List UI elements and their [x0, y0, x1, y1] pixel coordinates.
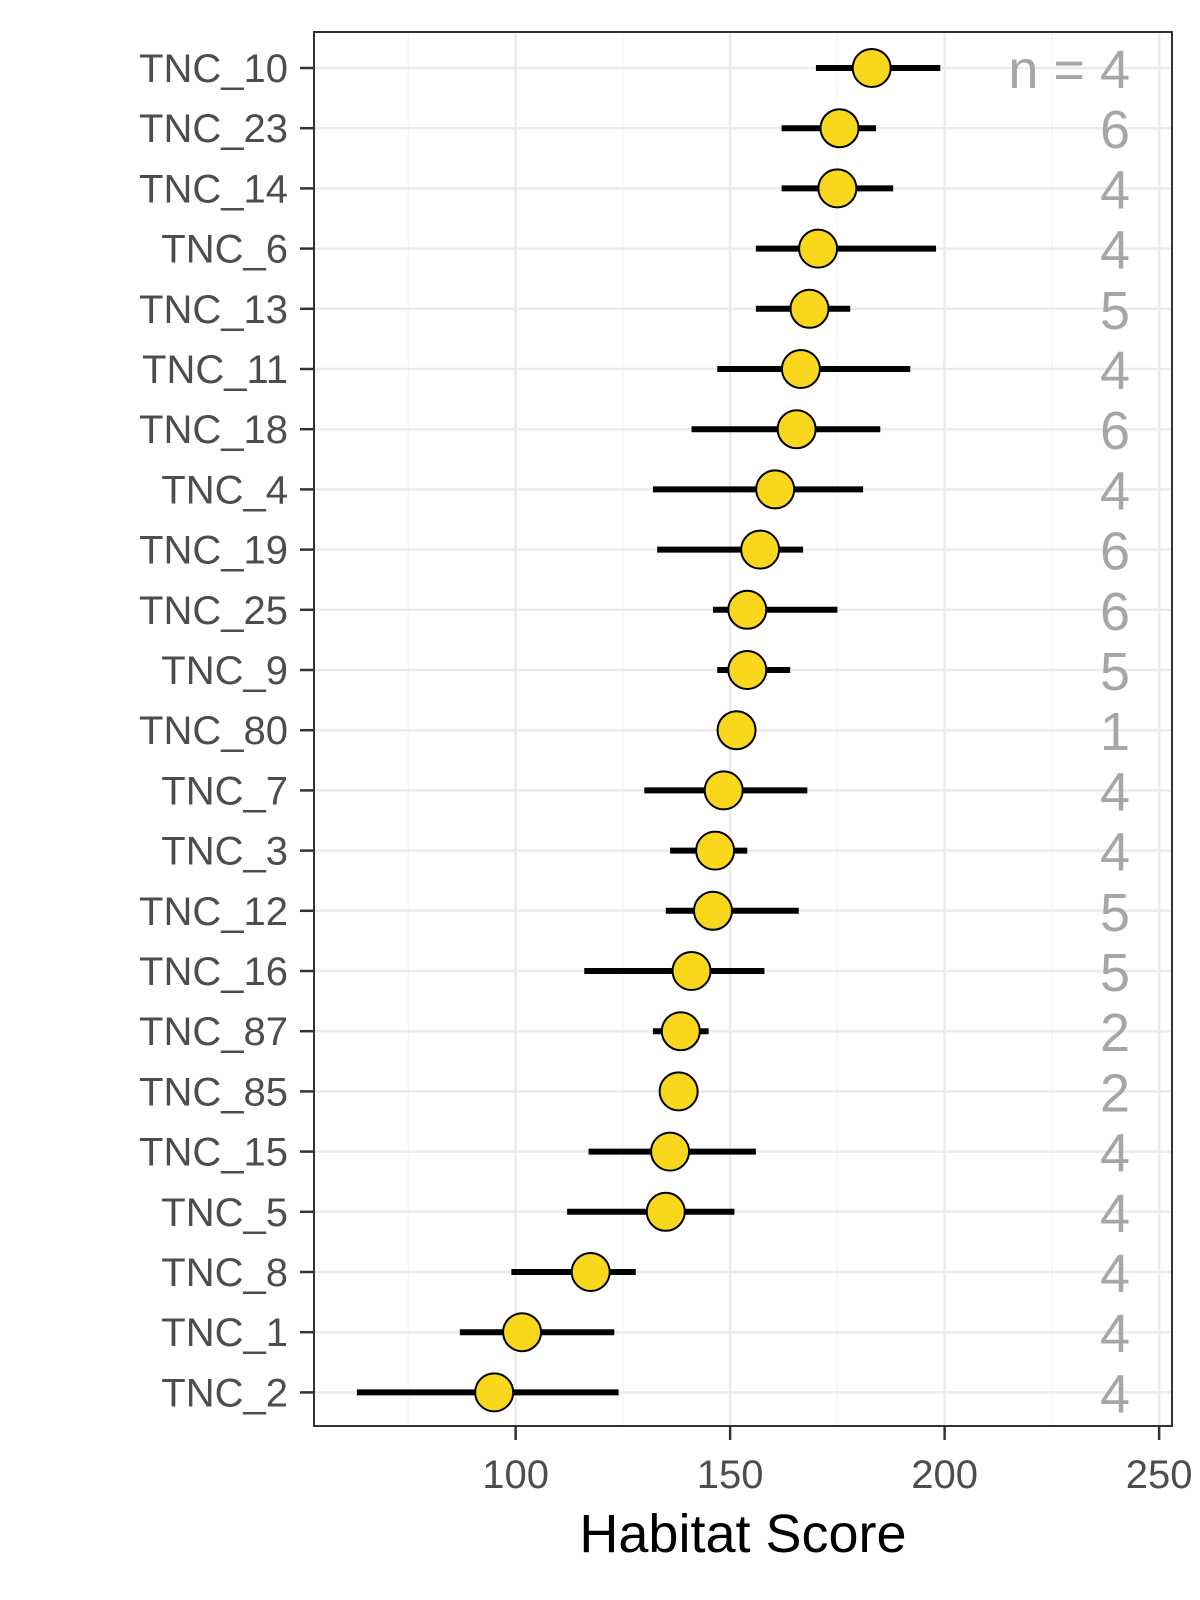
n-label: 4	[1100, 1124, 1130, 1184]
n-label: 6	[1100, 522, 1130, 582]
point-tnc-85	[658, 1071, 699, 1112]
n-label: 5	[1100, 642, 1130, 702]
point-tnc-9	[727, 650, 768, 690]
point-tnc-12	[692, 890, 733, 931]
y-tick-label: TNC_7	[161, 769, 288, 813]
point-tnc-15	[650, 1131, 691, 1172]
y-tick-label: TNC_23	[139, 107, 288, 151]
point-tnc-7	[703, 770, 744, 811]
y-tick-label: TNC_14	[139, 167, 288, 211]
n-label: 5	[1100, 943, 1130, 1003]
y-tick-label: TNC_9	[161, 649, 288, 693]
n-label: 2	[1100, 1003, 1130, 1063]
n-label: 1	[1100, 702, 1130, 762]
n-label: 4	[1100, 1304, 1130, 1364]
point-tnc-10	[851, 48, 892, 88]
point-tnc-14	[817, 168, 858, 209]
y-axis: TNC_10 TNC_23 TNC_14 TNC_6 TNC_13 TNC_11 TNC_1…	[139, 47, 314, 1415]
points	[474, 48, 892, 1413]
point-tnc-25	[727, 589, 768, 630]
n-label: 4	[1100, 1244, 1130, 1304]
y-tick-label: TNC_3	[161, 830, 288, 874]
x-tick-label: 100	[482, 1453, 549, 1497]
n-label: 4	[1100, 1364, 1130, 1424]
n-label: n = 4	[1008, 40, 1130, 100]
n-label: 4	[1100, 461, 1130, 521]
n-label: 4	[1100, 160, 1130, 220]
point-tnc-6	[798, 228, 839, 269]
y-tick-label: TNC_15	[139, 1131, 288, 1175]
y-tick-label: TNC_2	[161, 1371, 288, 1415]
x-tick-label: 250	[1126, 1453, 1193, 1497]
y-tick-label: TNC_8	[161, 1251, 288, 1295]
x-tick-label: 150	[697, 1453, 764, 1497]
n-label: 6	[1100, 100, 1130, 160]
y-tick-label: TNC_5	[161, 1191, 288, 1235]
point-tnc-2	[474, 1372, 515, 1413]
y-tick-label: TNC_87	[139, 1010, 288, 1054]
point-tnc-13	[789, 288, 830, 329]
y-tick-label: TNC_13	[139, 288, 288, 332]
point-tnc-16	[671, 951, 712, 991]
y-tick-label: TNC_6	[161, 228, 288, 272]
point-tnc-4	[755, 469, 796, 510]
point-tnc-23	[819, 108, 860, 149]
point-tnc-11	[780, 349, 821, 389]
n-label: 4	[1100, 1184, 1130, 1244]
n-label: 5	[1100, 281, 1130, 341]
n-label: 5	[1100, 883, 1130, 943]
point-tnc-3	[695, 830, 736, 871]
point-tnc-19	[740, 529, 781, 570]
y-tick-label: TNC_18	[139, 408, 288, 452]
y-tick-label: TNC_19	[139, 529, 288, 573]
y-tick-label: TNC_25	[139, 589, 288, 633]
n-label: 6	[1100, 401, 1130, 461]
point-tnc-80	[716, 710, 757, 751]
y-tick-label: TNC_4	[161, 468, 288, 512]
n-label: 4	[1100, 823, 1130, 883]
y-tick-label: TNC_80	[139, 709, 288, 753]
y-tick-label: TNC_11	[142, 348, 288, 392]
n-label: 6	[1100, 582, 1130, 642]
x-axis: 100 150 200 250	[482, 1426, 1193, 1497]
y-tick-label: TNC_1	[161, 1311, 288, 1355]
n-label: 2	[1100, 1063, 1130, 1123]
point-tnc-5	[645, 1191, 686, 1232]
n-label: 4	[1100, 341, 1130, 401]
y-tick-label: TNC_85	[139, 1070, 288, 1114]
point-tnc-1	[502, 1312, 543, 1353]
point-tnc-18	[776, 409, 817, 450]
x-axis-title: Habitat Score	[579, 1504, 906, 1564]
y-tick-label: TNC_12	[139, 890, 288, 934]
n-label: 4	[1100, 221, 1130, 281]
x-tick-label: 200	[911, 1453, 978, 1497]
y-tick-label: TNC_16	[139, 950, 288, 994]
y-tick-label: TNC_10	[139, 47, 288, 91]
point-tnc-8	[570, 1252, 611, 1292]
point-tnc-87	[660, 1011, 701, 1052]
n-label: 4	[1100, 762, 1130, 822]
